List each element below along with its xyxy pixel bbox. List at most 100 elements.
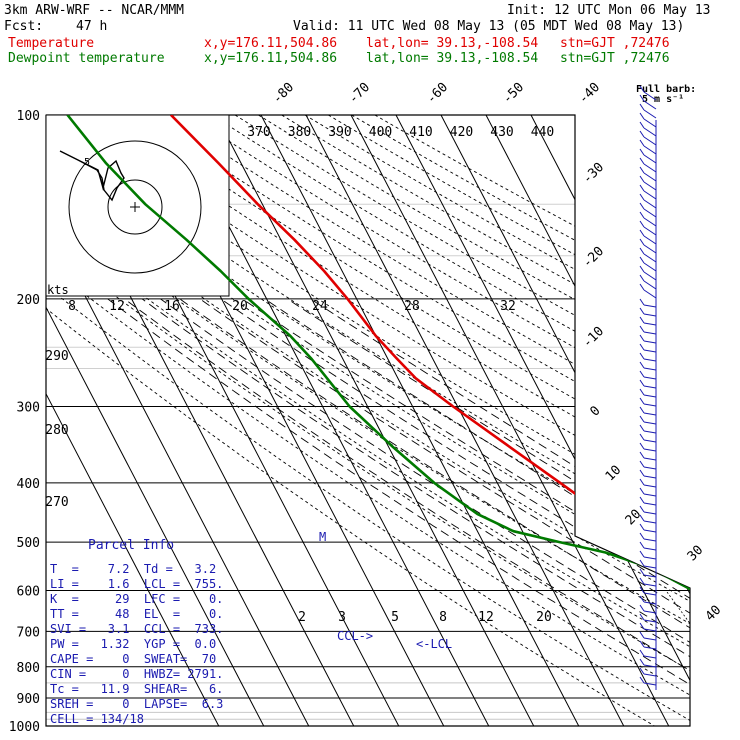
hodograph-panel — [45, 114, 230, 297]
temperature-legend: Temperature — [8, 36, 95, 51]
wind-barb — [639, 577, 657, 587]
hodo-speed-label: 8 — [68, 299, 76, 314]
isotherm-label: -30 — [580, 160, 607, 187]
dry-adiabat-line — [46, 115, 690, 726]
wind-barb — [639, 649, 657, 659]
wind-barb — [639, 379, 657, 389]
moist-adiabat-line — [107, 298, 690, 726]
isotherm-line — [711, 115, 740, 726]
dry-adiabat-line — [46, 115, 690, 726]
dry-adiabat-line — [188, 115, 690, 726]
hodo-speed-label: 20 — [232, 299, 248, 314]
init-time: Init: 12 UTC Mon 06 May 13 — [507, 3, 711, 18]
dry-adiabat-line — [234, 115, 690, 726]
hodo-speed-label: 24 — [312, 299, 328, 314]
wind-barb — [639, 334, 657, 344]
hodograph-ring — [68, 140, 202, 274]
parcel-row: CELL = 134/18 — [50, 712, 144, 726]
mixing-ratio-label: 5 — [391, 610, 399, 625]
isotherm-label: -70 — [346, 80, 373, 107]
wind-barb — [639, 478, 657, 488]
wind-barb — [639, 256, 657, 272]
wind-barb — [639, 631, 657, 641]
wind-barb — [639, 487, 657, 497]
hodo-speed-label: 16 — [164, 299, 180, 314]
wind-barb — [639, 433, 657, 443]
dewpoint-trace — [66, 115, 690, 684]
theta-label: 280 — [45, 423, 68, 438]
wind-barb — [639, 550, 657, 560]
isotherm-label: 30 — [685, 543, 707, 565]
wind-barb — [639, 532, 657, 542]
wind-barb — [639, 139, 657, 155]
wind-barb — [639, 121, 657, 137]
parcel-row: Tc = 11.9 SHEAR= 6. — [50, 682, 224, 696]
wind-barb — [639, 94, 657, 110]
isotherm-label: -10 — [580, 324, 607, 351]
isotherm-line — [215, 115, 535, 726]
isotherm-label: 10 — [603, 463, 625, 485]
wind-barb — [639, 667, 657, 677]
isotherm-line — [575, 115, 690, 726]
dry-adiabat-line — [46, 115, 655, 726]
parcel-row: SREH = 0 LAPSE= 6.3 — [50, 697, 224, 711]
temperature-station: stn=GJT ,72476 — [560, 36, 670, 51]
lcl-marker: <-LCL — [416, 637, 452, 651]
parcel-row: K = 29 LFC = 0. — [50, 592, 224, 606]
theta-label: 440 — [531, 125, 554, 140]
barb-legend-units: 5 m s⁻¹ — [642, 94, 685, 105]
isotherm-line — [46, 115, 310, 726]
wind-barb — [639, 220, 657, 236]
wind-barb — [639, 211, 657, 227]
theta-label: 430 — [490, 125, 513, 140]
isotherm-line — [350, 115, 670, 726]
wind-barb — [639, 247, 657, 263]
wind-barb — [639, 505, 657, 515]
forecast-hours: 47 h — [76, 19, 108, 34]
theta-label: 380 — [288, 125, 311, 140]
isotherm-line — [395, 115, 690, 726]
temperature-xy: x,y=176.11,504.86 — [204, 36, 338, 51]
isotherm-line — [46, 115, 220, 726]
marker-m: M — [319, 530, 326, 544]
wind-barb — [639, 460, 657, 470]
isotherm-line — [530, 115, 690, 726]
wind-barb — [639, 307, 657, 317]
moist-adiabat-line — [264, 298, 690, 726]
wind-barb — [639, 316, 657, 326]
wind-barb — [639, 640, 657, 650]
wind-barb — [639, 604, 657, 614]
theta-label: 400 — [369, 125, 392, 140]
parcel-info-title: Parcel Info — [88, 538, 175, 553]
hodo-speed-label: 12 — [109, 299, 125, 314]
parcel-row: SVI = 3.1 CCL = 733. — [50, 622, 224, 636]
isotherm-label: -50 — [500, 80, 527, 107]
wind-barb — [639, 238, 657, 254]
wind-barb — [639, 586, 657, 596]
dry-adiabat-line — [46, 115, 690, 726]
wind-barb — [639, 658, 657, 668]
wind-barb — [639, 325, 657, 335]
wind-barb — [639, 157, 657, 173]
theta-label: 290 — [45, 349, 68, 364]
parcel-row: TT = 48 EL = 0. — [50, 607, 224, 621]
wind-barb — [639, 622, 657, 632]
moist-adiabat-line — [242, 298, 690, 726]
dry-adiabat-line — [46, 115, 690, 726]
moist-adiabat-line — [124, 298, 690, 726]
wind-barb — [639, 265, 657, 281]
isotherm-label: -40 — [576, 80, 603, 107]
wind-barb — [639, 397, 657, 407]
temperature-trace — [170, 115, 690, 684]
dry-adiabat-line — [46, 115, 690, 726]
ccl-marker: CCL-> — [337, 629, 373, 643]
wind-barb — [639, 559, 657, 569]
parcel-row: CAPE = 0 SWEAT= 70 — [50, 652, 217, 666]
isotherm-label: 40 — [703, 603, 725, 625]
wind-barb — [639, 424, 657, 434]
dewpoint-xy: x,y=176.11,504.86 — [204, 51, 338, 66]
wind-barb — [639, 229, 657, 245]
dry-adiabat-line — [46, 115, 690, 726]
isotherm-label: -20 — [580, 244, 607, 271]
